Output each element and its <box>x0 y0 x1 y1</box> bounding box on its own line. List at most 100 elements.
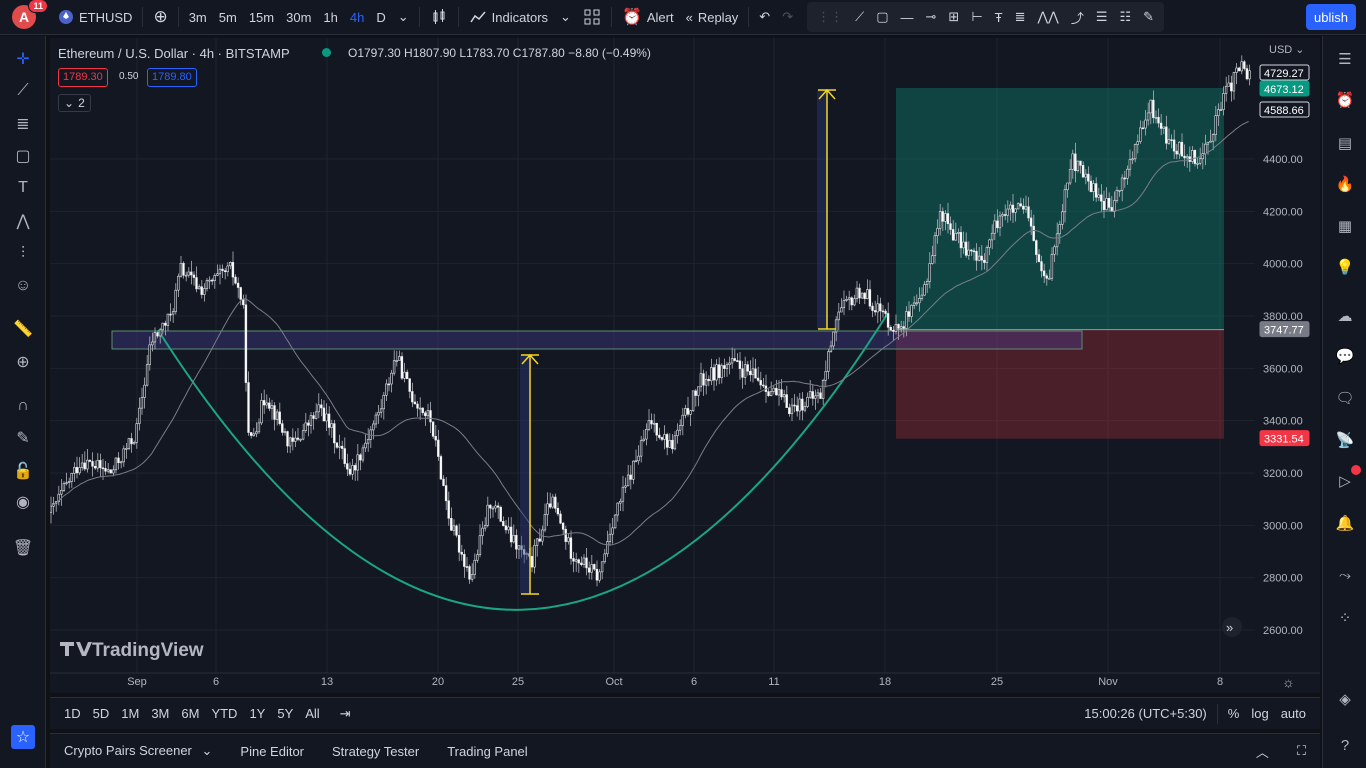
range-all[interactable]: All <box>305 706 320 721</box>
interval-15m[interactable]: 15m <box>248 9 275 25</box>
trash-icon[interactable]: 🗑 <box>12 540 34 557</box>
divider <box>142 7 144 27</box>
rectangle-icon[interactable]: ▢ <box>15 148 31 165</box>
range-3m[interactable]: 3M <box>151 706 170 721</box>
eye-icon[interactable]: ◉ <box>16 494 30 511</box>
chat-icon[interactable]: 💬 <box>1335 348 1355 365</box>
data-window-icon[interactable]: ▤ <box>1337 135 1353 152</box>
tab-pine-editor[interactable]: Pine Editor <box>240 743 305 759</box>
sell-price-box[interactable]: 1789.30 <box>58 68 108 87</box>
interval-4h[interactable]: 4h <box>349 9 365 25</box>
collapse-indicators-button[interactable]: ⌄ 2 <box>58 94 91 112</box>
help-icon[interactable]: ? <box>1340 736 1350 754</box>
range-1d[interactable]: 1D <box>64 706 81 721</box>
indicators-button[interactable]: Indicators <box>463 0 554 35</box>
text-icon[interactable]: T <box>18 179 28 196</box>
range-ytd[interactable]: YTD <box>211 706 238 721</box>
replay-button[interactable]: « Replay <box>680 0 745 35</box>
percent-toggle[interactable]: % <box>1227 706 1240 721</box>
ideas-bulb-icon[interactable]: 💡 <box>1335 259 1355 276</box>
pattern-icon[interactable]: ⋀ <box>16 213 30 230</box>
symbol-search[interactable]: ETHUSD <box>52 0 138 35</box>
templates-button[interactable] <box>577 0 607 35</box>
tab-trading-panel[interactable]: Trading Panel <box>447 743 528 759</box>
candle-body <box>795 405 799 412</box>
interval-dropdown[interactable]: ⌄ <box>392 0 415 35</box>
horizontal-line-icon[interactable]: — <box>900 9 914 25</box>
candle-body <box>1154 116 1158 119</box>
redo-button[interactable]: ↷ <box>776 0 799 35</box>
range-1m[interactable]: 1M <box>121 706 140 721</box>
play-circle-icon[interactable]: ▷ <box>1333 465 1361 493</box>
path-icon[interactable]: ⤴ <box>1070 10 1084 26</box>
clock-timezone[interactable]: 15:00:26 (UTC+5:30) <box>1084 706 1207 721</box>
zoom-in-icon[interactable]: ⊕ <box>16 354 30 371</box>
chart-type-button[interactable] <box>424 0 454 35</box>
user-avatar[interactable]: A 11 <box>12 0 48 29</box>
range-1y[interactable]: 1Y <box>249 706 266 721</box>
compare-button[interactable]: ⊕ <box>147 0 173 35</box>
maximize-icon[interactable]: ⛶ <box>1296 743 1306 758</box>
chart-area[interactable]: USD ⌄ 4400.00 4200.00 4000.00 3800.00 3600.00… <box>49 38 1320 693</box>
brush-icon[interactable]: ✎ <box>1143 9 1155 24</box>
bell-icon[interactable]: 🔔 <box>1335 515 1355 532</box>
fib-retracement-icon[interactable]: ≣ <box>16 116 30 133</box>
series-title[interactable]: Ethereum / U.S. Dollar · 4h · BITSTAMP <box>58 46 290 61</box>
candle-body <box>1227 82 1230 87</box>
date-range-button[interactable]: ⇥ <box>334 706 357 722</box>
undo-button[interactable]: ↶ <box>753 0 776 35</box>
range-5y[interactable]: 5Y <box>277 706 294 721</box>
lock-icon[interactable]: 🔓 <box>13 463 33 480</box>
horizontal-ray-icon[interactable]: ⊸ <box>925 9 937 24</box>
interval-30m[interactable]: 30m <box>286 9 312 25</box>
candle-body <box>166 313 170 326</box>
alerts-clock-icon[interactable]: ⏰ <box>1335 92 1355 109</box>
drag-handle-icon[interactable]: ⋮⋮ <box>817 9 844 24</box>
filter-icon[interactable]: ☷ <box>1119 9 1132 24</box>
calendar-icon[interactable]: ▦ <box>1337 218 1353 235</box>
interval-3m[interactable]: 3m <box>188 9 207 25</box>
publish-button[interactable]: ublish <box>1306 4 1356 30</box>
watchlist-icon[interactable]: ☰ <box>1338 51 1352 68</box>
settings-sliders-icon[interactable]: ☰ <box>1095 9 1108 24</box>
emoji-icon[interactable]: ☺ <box>14 277 32 294</box>
interval-D[interactable]: D <box>376 9 386 25</box>
text-icon[interactable]: Ŧ <box>994 9 1003 25</box>
broadcast-icon[interactable]: 📡 <box>1335 432 1355 449</box>
price-range-icon[interactable]: ⊢ <box>971 9 983 24</box>
alert-button[interactable]: ⏰ Alert <box>616 0 680 35</box>
tab-crypto-pairs-screener[interactable]: Crypto Pairs Screener ⌄ <box>50 743 226 759</box>
rectangle-icon[interactable]: ▢ <box>876 9 889 24</box>
ruler-icon[interactable]: 📏 <box>13 321 33 338</box>
trend-line-icon[interactable]: ⟋ <box>855 9 865 24</box>
range-5d[interactable]: 5D <box>92 706 110 721</box>
magnet-icon[interactable]: ∩ <box>17 397 29 414</box>
auto-toggle[interactable]: auto <box>1280 706 1306 721</box>
lock-pencil-icon[interactable]: ✎ <box>16 430 30 447</box>
crosshair-icon[interactable]: ✛ <box>16 51 30 68</box>
streams-icon[interactable]: ☁ <box>1337 308 1353 325</box>
log-toggle[interactable]: log <box>1251 706 1269 721</box>
hotlist-flame-icon[interactable]: 🔥 <box>1335 176 1355 193</box>
indicators-dropdown[interactable]: ⌄ <box>554 0 577 35</box>
star-icon[interactable]: ☆ <box>11 725 35 749</box>
chevron-up-icon[interactable]: ︿ <box>1255 744 1269 760</box>
forecast-icon[interactable]: ⫶ <box>20 245 25 262</box>
cross-line-icon[interactable]: ⊞ <box>948 9 960 24</box>
buy-price-box[interactable]: 1789.80 <box>147 68 197 87</box>
price-chart-svg[interactable]: USD ⌄ 4400.00 4200.00 4000.00 3800.00 3600.00… <box>49 38 1320 693</box>
candle-body <box>439 456 443 480</box>
range-6m[interactable]: 6M <box>181 706 200 721</box>
notes-icon[interactable]: 🗨 <box>1335 390 1355 407</box>
dots-grid-icon[interactable]: ⁘ <box>1338 610 1352 627</box>
fib-icon[interactable]: ≣ <box>1014 9 1026 24</box>
tab-strategy-tester[interactable]: Strategy Tester <box>332 743 420 759</box>
trend-icon[interactable]: ⤳ <box>1338 566 1351 584</box>
interval-1h[interactable]: 1h <box>323 9 338 25</box>
trend-line-icon[interactable]: ⟋ <box>17 82 29 99</box>
pattern-icon[interactable]: ⋀⋀ <box>1037 9 1059 24</box>
candle-body <box>496 505 500 508</box>
candle-body <box>210 279 214 282</box>
interval-5m[interactable]: 5m <box>218 9 237 25</box>
layers-icon[interactable]: ◈ <box>1339 691 1351 708</box>
